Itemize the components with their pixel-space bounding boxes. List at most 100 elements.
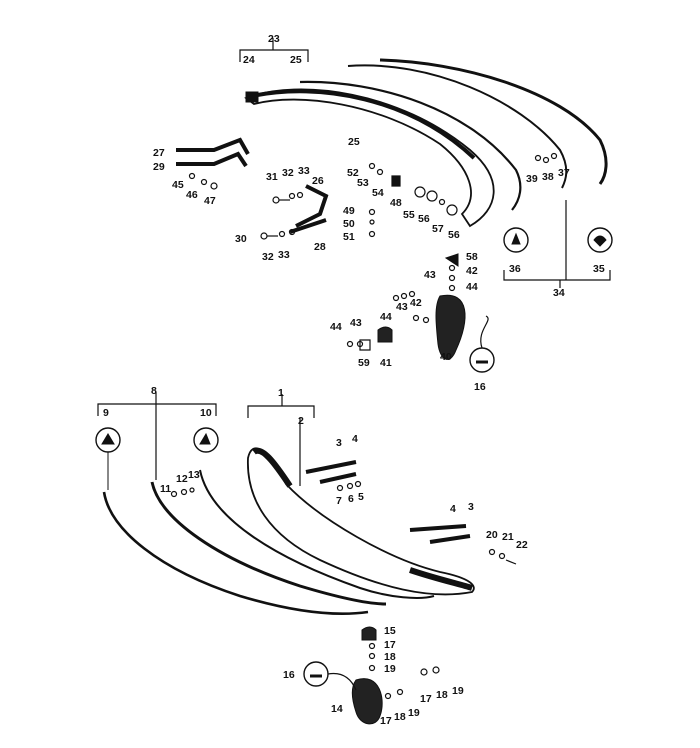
callout-15: 15	[384, 625, 396, 637]
callout-35: 35	[593, 263, 605, 275]
fasteners-overrider-front	[368, 642, 440, 700]
bracket-34	[503, 200, 611, 288]
callout-34: 34	[553, 287, 565, 299]
callout-19c: 19	[408, 707, 420, 719]
front-trim-rail-inner	[150, 481, 387, 606]
bracket-29	[176, 151, 248, 168]
callout-17b: 17	[420, 693, 432, 705]
callout-25b: 25	[348, 136, 360, 148]
callout-25a: 25	[290, 54, 302, 66]
front-bumper-group	[95, 392, 517, 725]
callout-44b: 44	[380, 311, 392, 323]
fasteners-right	[534, 152, 558, 164]
callout-33a: 33	[298, 165, 310, 177]
callout-40: 40	[440, 351, 452, 363]
callout-51: 51	[343, 231, 355, 243]
callout-7: 7	[336, 495, 342, 507]
callout-58: 58	[466, 251, 478, 263]
callout-19b: 19	[452, 685, 464, 697]
rear-bumper-group	[176, 38, 613, 373]
fasteners-middle	[368, 162, 458, 238]
callout-28: 28	[314, 241, 326, 253]
callout-48: 48	[390, 197, 402, 209]
fasteners-front	[170, 480, 517, 565]
callout-43a: 43	[424, 269, 436, 281]
rear-bumper-strip	[251, 89, 476, 160]
bracket-3-4-lower	[409, 524, 471, 544]
callout-27: 27	[153, 147, 165, 159]
trim-rail-inner	[299, 80, 522, 211]
callout-45: 45	[172, 179, 184, 191]
callout-23: 23	[268, 33, 280, 45]
callout-30: 30	[235, 233, 247, 245]
callout-3b: 3	[468, 501, 474, 513]
callout-56b: 56	[448, 229, 460, 241]
overrider-front-14	[351, 678, 383, 725]
bracket-23	[239, 38, 309, 62]
callout-59: 59	[358, 357, 370, 369]
front-trim-rail-mid	[199, 469, 435, 599]
callout-16b: 16	[283, 669, 295, 681]
section-16-front	[303, 661, 329, 687]
callout-42a: 42	[466, 265, 478, 277]
callout-2: 2	[298, 415, 304, 427]
callout-18c: 18	[394, 711, 406, 723]
front-bumper-strip	[252, 447, 293, 488]
callout-4b: 4	[450, 503, 456, 515]
section-36	[503, 227, 529, 253]
callout-52: 52	[347, 167, 359, 179]
callout-43b: 43	[396, 301, 408, 313]
part-41	[377, 326, 393, 343]
callout-36: 36	[509, 263, 521, 275]
rear-bumper-end	[245, 91, 259, 103]
callout-20: 20	[486, 529, 498, 541]
callout-16a: 16	[474, 381, 486, 393]
trim-rail-middle	[347, 64, 568, 189]
callout-9: 9	[103, 407, 109, 419]
callout-55: 55	[403, 209, 415, 221]
callout-54: 54	[372, 187, 384, 199]
overrider-rear-40	[435, 294, 466, 360]
bracket-27	[176, 137, 250, 155]
bracket-28	[289, 218, 327, 234]
section-16-rear	[469, 347, 495, 373]
callout-8: 8	[151, 385, 157, 397]
callout-4a: 4	[352, 433, 358, 445]
callout-13: 13	[188, 469, 200, 481]
callout-21: 21	[502, 531, 514, 543]
callout-18a: 18	[384, 651, 396, 663]
callout-37: 37	[558, 167, 570, 179]
callout-42b: 42	[410, 297, 422, 309]
bracket-3-4-upper	[305, 460, 357, 484]
callout-53: 53	[357, 177, 369, 189]
callout-17c: 17	[380, 715, 392, 727]
part-58	[444, 253, 459, 267]
callout-5: 5	[358, 491, 364, 503]
callout-49: 49	[343, 205, 355, 217]
fasteners-left	[188, 172, 304, 240]
section-10	[193, 427, 219, 453]
callout-47: 47	[204, 195, 216, 207]
front-trim-rail-outer	[102, 491, 369, 616]
callout-1: 1	[278, 387, 284, 399]
callout-29: 29	[153, 161, 165, 173]
callout-39: 39	[526, 173, 538, 185]
callout-19a: 19	[384, 663, 396, 675]
callout-43c: 43	[350, 317, 362, 329]
callout-46: 46	[186, 189, 198, 201]
callout-24: 24	[243, 54, 255, 66]
section-35	[587, 227, 613, 253]
callout-57: 57	[432, 223, 444, 235]
callout-6: 6	[348, 493, 354, 505]
callout-18b: 18	[436, 689, 448, 701]
part-59	[359, 339, 371, 351]
callout-56a: 56	[418, 213, 430, 225]
rear-bumper-blade	[244, 88, 495, 228]
callout-41: 41	[380, 357, 392, 369]
bracket-8	[97, 392, 217, 480]
callout-3a: 3	[336, 437, 342, 449]
callout-10: 10	[200, 407, 212, 419]
callout-11: 11	[160, 483, 171, 495]
